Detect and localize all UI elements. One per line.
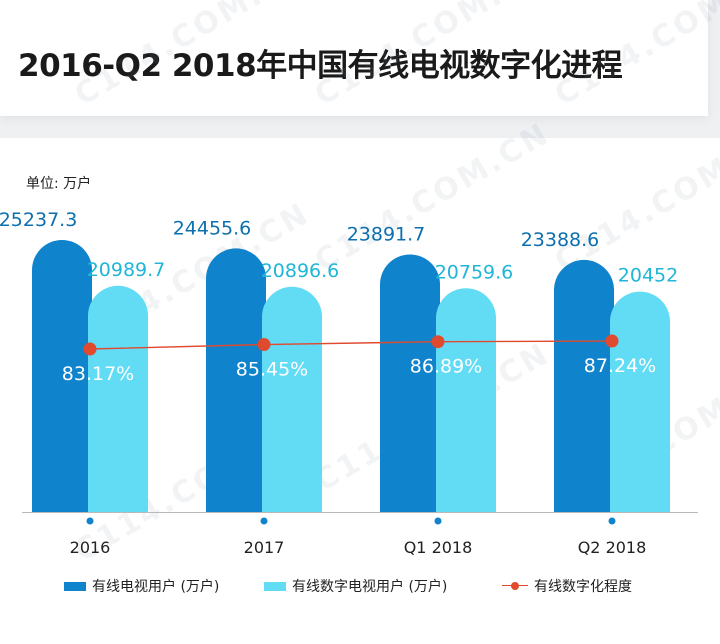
page-title: 2016-Q2 2018年中国有线电视数字化进程 xyxy=(18,48,623,84)
data-label-cable-users: 23891.7 xyxy=(347,224,426,246)
bar-cable-users xyxy=(32,240,92,512)
legend-label: 有线数字化程度 xyxy=(534,579,632,595)
legend-swatch-blue xyxy=(64,581,86,591)
legend: 有线电视用户 (万户) 有线数字电视用户 (万户) 有线数字化程度 xyxy=(0,576,720,598)
unit-label: 单位: 万户 xyxy=(26,176,92,192)
data-label-digital-users: 20759.6 xyxy=(435,261,514,283)
x-tick-label: Q1 2018 xyxy=(404,538,473,557)
legend-item-digitization-rate: 有线数字化程度 xyxy=(502,576,632,596)
x-tick-dot xyxy=(86,517,94,525)
bar-cable-users xyxy=(380,254,440,512)
bar-digital-users xyxy=(436,288,496,512)
x-tick-dot xyxy=(434,517,442,525)
line-point xyxy=(605,334,619,348)
data-label-cable-users: 23388.6 xyxy=(521,229,600,251)
legend-item-cable-users: 有线电视用户 (万户) xyxy=(64,576,219,596)
data-label-cable-users: 24455.6 xyxy=(173,217,252,239)
title-banner: 2016-Q2 2018年中国有线电视数字化进程 xyxy=(0,0,708,116)
x-tick-label: 2017 xyxy=(244,538,285,557)
data-label-cable-users: 25237.3 xyxy=(0,209,77,231)
x-tick-label: Q2 2018 xyxy=(578,538,647,557)
legend-line-marker xyxy=(502,580,528,592)
line-point xyxy=(83,342,97,356)
x-tick-label: 2016 xyxy=(70,538,111,557)
bar-cable-users xyxy=(206,248,266,513)
data-label-digital-users: 20989.7 xyxy=(87,259,166,281)
line-digitization-rate xyxy=(89,340,613,350)
legend-label: 有线数字电视用户 (万户) xyxy=(292,579,448,595)
data-label-digital-users: 20452 xyxy=(618,265,678,287)
bar-digital-users xyxy=(88,285,148,512)
line-point xyxy=(257,338,271,352)
legend-swatch-cyan xyxy=(264,581,286,591)
x-tick-dot xyxy=(260,517,268,525)
legend-item-digital-users: 有线数字电视用户 (万户) xyxy=(264,576,447,596)
data-label-digitization-rate: 87.24% xyxy=(584,355,656,377)
bar-digital-users xyxy=(262,286,322,512)
bar-cable-users xyxy=(554,259,614,512)
line-point xyxy=(431,335,445,349)
data-label-digital-users: 20896.6 xyxy=(261,260,340,282)
bar-digital-users xyxy=(610,291,670,512)
data-label-digitization-rate: 83.17% xyxy=(62,363,134,385)
data-label-digitization-rate: 86.89% xyxy=(410,356,482,378)
x-tick-dot xyxy=(608,517,616,525)
legend-label: 有线电视用户 (万户) xyxy=(92,579,220,595)
data-label-digitization-rate: 85.45% xyxy=(236,359,308,381)
